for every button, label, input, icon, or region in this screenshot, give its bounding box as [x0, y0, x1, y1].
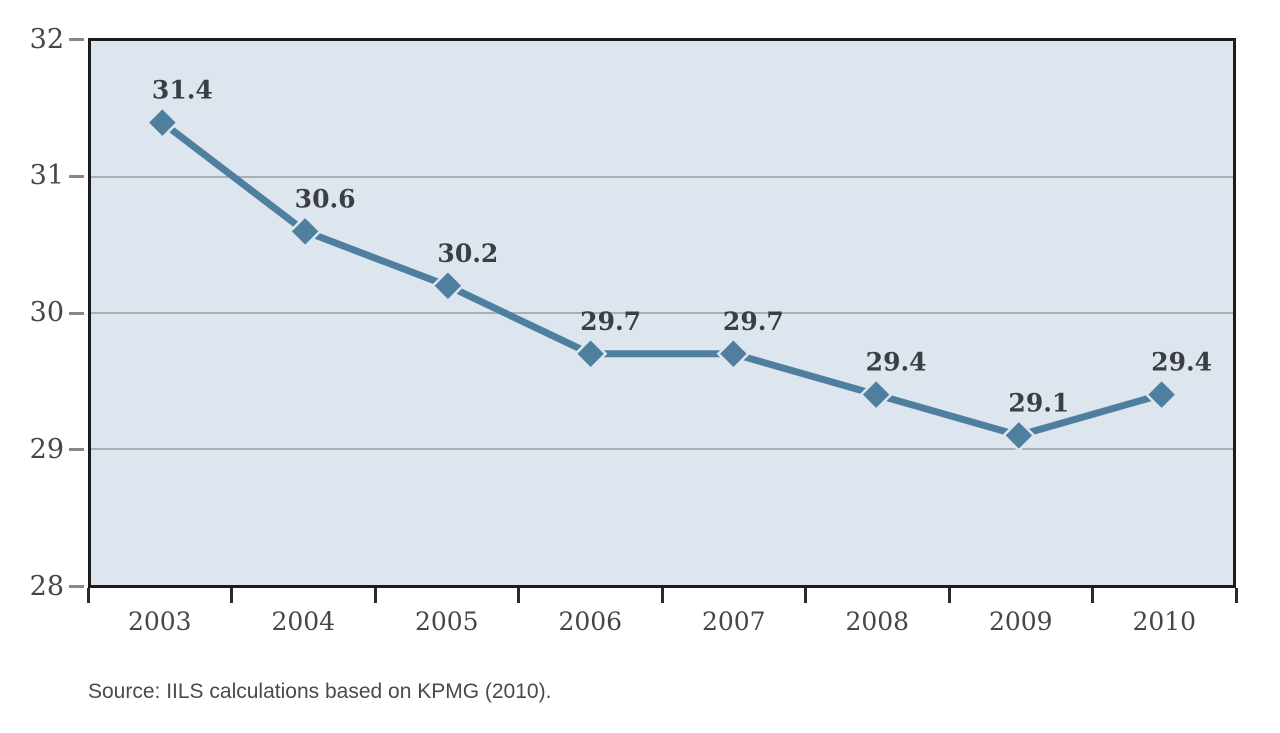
x-tick-label: 2005: [414, 607, 479, 636]
x-tick-label: 2006: [558, 607, 623, 636]
data-label: 31.4: [152, 76, 213, 105]
x-tick-mark: [230, 588, 233, 603]
y-tick-mark: [69, 311, 84, 315]
data-label: 30.6: [295, 184, 356, 213]
data-point-marker: [573, 337, 608, 371]
x-tick-label: 2004: [271, 607, 336, 636]
data-label: 29.4: [1151, 348, 1212, 377]
data-label: 29.7: [580, 307, 641, 336]
data-line: [158, 119, 1166, 439]
x-tick-label: 2010: [1132, 607, 1197, 636]
y-tick-label: 29: [29, 433, 64, 465]
source-note: Source: IILS calculations based on KPMG …: [88, 680, 552, 703]
x-tick-mark: [1234, 588, 1238, 603]
x-tick-mark: [373, 588, 377, 603]
plot-area: 31.4 30.6 30.2 29.7 29.7 29.4 29.1 29.4: [88, 38, 1236, 588]
data-point-marker: [431, 269, 465, 303]
x-tick-mark: [86, 588, 90, 603]
x-tick-mark: [660, 588, 664, 603]
data-point-marker: [288, 214, 322, 249]
x-tick-mark: [517, 588, 520, 603]
y-tick-mark: [69, 38, 84, 41]
y-tick-label: 31: [29, 160, 64, 192]
x-tick-mark: [804, 588, 807, 603]
x-tick-label: 2003: [127, 607, 192, 636]
data-point-marker: [859, 377, 893, 412]
data-point-marker: [1144, 377, 1179, 412]
data-label: 29.4: [866, 348, 927, 377]
y-tick-mark: [69, 585, 84, 588]
line-chart: 31.4 30.6 30.2 29.7 29.7 29.4 29.1 29.4: [91, 76, 1233, 453]
y-tick-label: 28: [29, 570, 64, 602]
y-tick-label: 30: [29, 297, 64, 328]
data-point-marker: [716, 337, 751, 371]
x-tick-mark: [1091, 588, 1094, 603]
x-tick-mark: [947, 588, 951, 603]
data-point-marker: [1002, 418, 1036, 453]
x-tick-label: 2008: [845, 607, 910, 636]
data-label: 29.1: [1008, 388, 1069, 417]
y-tick-mark: [69, 448, 84, 452]
y-tick-label: 32: [29, 23, 64, 55]
data-label: 29.7: [723, 307, 784, 336]
data-label: 30.2: [437, 239, 498, 268]
x-tick-label: 2009: [988, 607, 1053, 636]
x-tick-label: 2007: [701, 607, 766, 636]
data-point-marker: [145, 105, 180, 140]
y-tick-mark: [69, 174, 84, 178]
